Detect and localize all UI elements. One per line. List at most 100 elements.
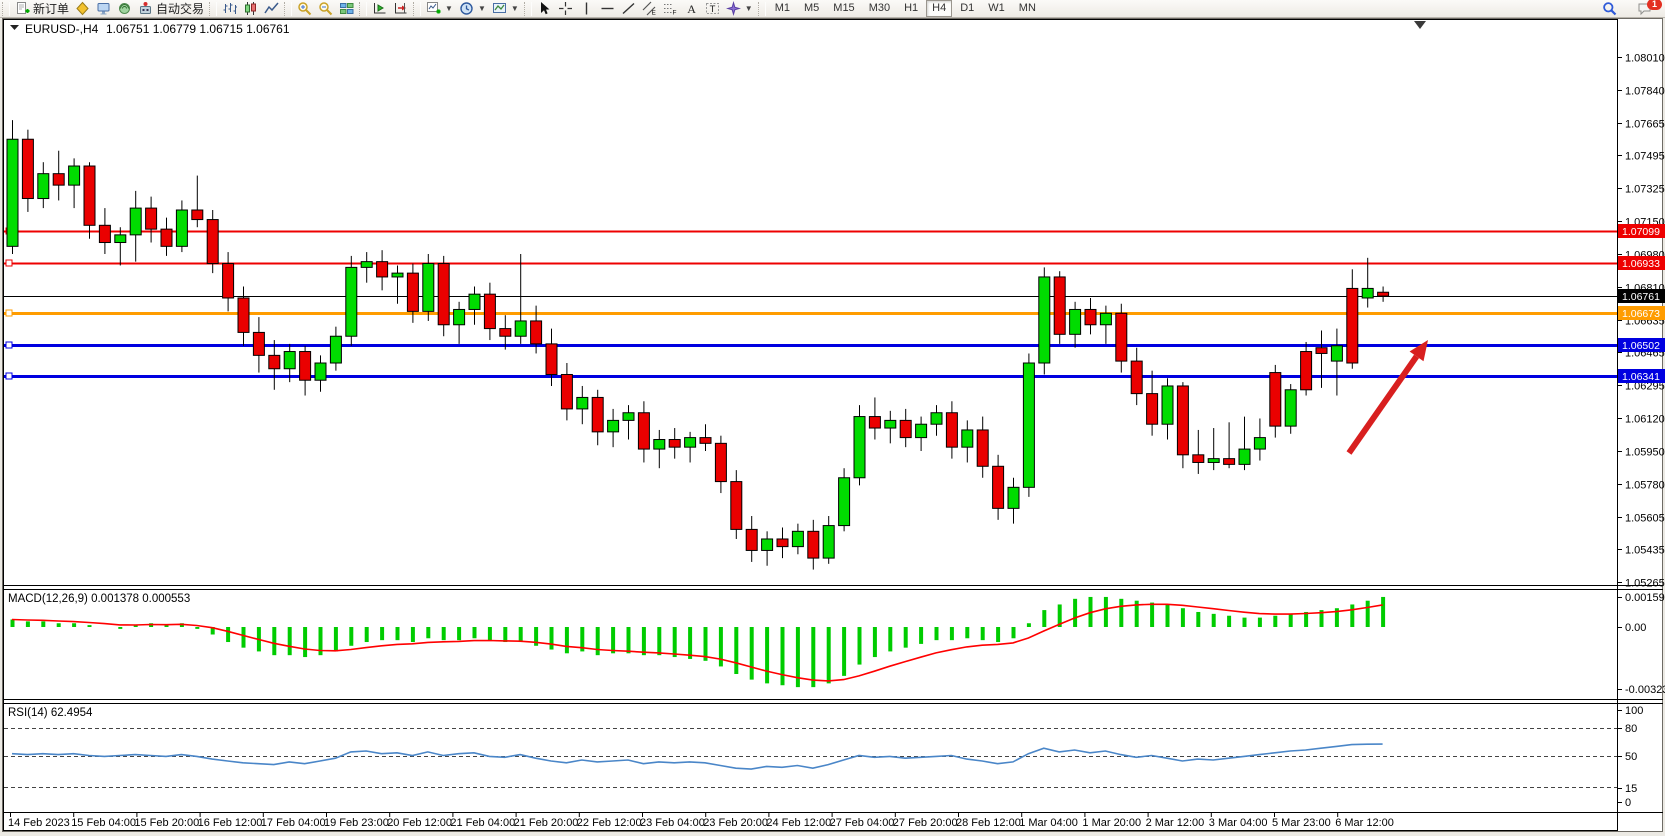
periods-icon: [460, 2, 473, 15]
toolbar-button-hline[interactable]: [597, 1, 618, 17]
toolbar-button-new-order[interactable]: 新订单: [12, 1, 72, 17]
time-tick-label: 17 Feb 04:00: [261, 817, 326, 829]
toolbar-button-auto-scroll[interactable]: [369, 1, 390, 17]
toolbar-button-notifications[interactable]: 1: [1634, 0, 1662, 17]
bull-candle: [884, 419, 897, 429]
timeframe-button-M15[interactable]: M15: [833, 2, 855, 14]
level-price-tag-label: 1.06502: [1622, 340, 1660, 352]
trend-arrow-annotation[interactable]: [1346, 340, 1428, 455]
chart-shift-marker-icon[interactable]: [1414, 21, 1426, 29]
toolbar-button-search[interactable]: [1599, 1, 1620, 17]
bear-candle: [376, 261, 389, 278]
toolbar-button-market-watch[interactable]: [93, 1, 114, 17]
templates-icon: [492, 3, 506, 13]
bull-candle: [1330, 345, 1343, 362]
price-tick-label: 1.06120: [1625, 414, 1665, 426]
toolbar-button-text[interactable]: A: [681, 1, 702, 17]
price-tick-label: 1.06295: [1625, 381, 1665, 393]
timeframe-button-M30[interactable]: M30: [868, 2, 891, 14]
timeframe-button-M1[interactable]: M1: [774, 2, 790, 14]
bear-candle: [976, 429, 989, 467]
toolbar-button-vline[interactable]: [576, 1, 597, 17]
bear-candle: [83, 165, 96, 226]
toolbar-button-crosshair[interactable]: [555, 1, 576, 17]
bear-candle: [52, 173, 65, 186]
quick-trade-toggle-icon[interactable]: [10, 25, 19, 30]
zoom-out-icon: [319, 2, 333, 16]
toolbar-button-line-chart[interactable]: [261, 1, 282, 17]
toolbar-button-templates[interactable]: ▼: [489, 1, 522, 17]
toolbar-button-chart-shift[interactable]: [390, 1, 411, 17]
bull-candle: [915, 423, 928, 439]
timeframe-button-D1[interactable]: D1: [960, 2, 975, 14]
bear-candle: [699, 437, 712, 444]
toolbar-button-autotrade[interactable]: 自动交易: [135, 1, 207, 17]
level-line-anchor[interactable]: [5, 259, 13, 267]
bull-candle: [329, 335, 342, 364]
dropdown-caret-icon: ▼: [744, 4, 753, 13]
toolbar-button-zoom-out[interactable]: [315, 1, 336, 17]
autotrade-label: 自动交易: [156, 2, 205, 16]
fibonacci-icon: F: [663, 4, 676, 16]
bull-candle: [129, 207, 142, 236]
toolbar-button-cursor[interactable]: [534, 1, 555, 17]
time-tick-label: 27 Feb 04:00: [830, 817, 895, 829]
toolbar-button-zoom-in[interactable]: [294, 1, 315, 17]
macd-signal-line: [11, 603, 1383, 682]
level-line-anchor[interactable]: [5, 309, 13, 317]
price-tick-label: 1.05605: [1625, 513, 1665, 525]
bear-candle: [299, 351, 312, 381]
bear-candle: [868, 416, 881, 429]
dropdown-caret-icon: ▼: [445, 4, 453, 13]
toolbar-button-candle-chart[interactable]: [240, 1, 261, 17]
toolbar-button-shapes[interactable]: ▼: [723, 1, 756, 17]
timeframe-button-H4[interactable]: H4: [926, 0, 953, 17]
bull-candle: [653, 439, 666, 450]
toolbar-button-depth[interactable]: [72, 1, 93, 17]
text-label-icon: T: [705, 3, 719, 15]
bear-candle: [1315, 347, 1328, 354]
bear-candle: [899, 419, 912, 439]
toolbar-button-signals[interactable]: [114, 1, 135, 17]
bull-candle: [576, 396, 589, 410]
bull-candle: [838, 477, 851, 527]
timeframe-button-M5[interactable]: M5: [804, 2, 820, 14]
bear-candle: [807, 530, 820, 559]
timeframe-button-MN[interactable]: MN: [1018, 2, 1036, 14]
toolbar-button-fibonacci[interactable]: F: [660, 1, 681, 17]
toolbar-button-periods[interactable]: ▼: [456, 1, 489, 17]
chart-title-ohlc: 1.06751 1.06779 1.06715 1.06761: [106, 22, 290, 36]
bear-candle: [637, 412, 650, 450]
toolbar-button-channel[interactable]: E: [639, 1, 660, 17]
bull-candle: [422, 263, 435, 312]
autotrade-icon: [140, 2, 152, 14]
bear-candle: [1053, 276, 1066, 335]
toolbar-group-separator: [209, 1, 218, 16]
bull-candle: [622, 412, 635, 421]
time-tick-label: 16 Feb 12:00: [198, 817, 263, 829]
bull-candle: [822, 525, 835, 559]
bull-candle: [1238, 448, 1251, 465]
level-line-anchor[interactable]: [5, 372, 13, 380]
toolbar-button-bar-chart[interactable]: [219, 1, 240, 17]
timeframe-button-W1[interactable]: W1: [988, 2, 1005, 14]
toolbar-button-tile-windows[interactable]: [336, 1, 357, 17]
level-price-tag-label: 1.07099: [1622, 226, 1660, 238]
level-price-tag: [1618, 224, 1665, 238]
channel-icon: E: [642, 1, 656, 17]
crosshair-icon: [558, 2, 572, 15]
toolbar-button-indicators[interactable]: ▼: [423, 1, 456, 17]
toolbar-button-text-label[interactable]: T: [702, 1, 723, 17]
timeframe-button-H1[interactable]: H1: [904, 2, 919, 14]
bull-candle: [175, 209, 188, 247]
bull-candle: [1022, 362, 1035, 488]
svg-text:E: E: [651, 10, 656, 17]
rsi-label: RSI(14) 62.4954: [8, 707, 93, 719]
time-tick-label: 3 Mar 04:00: [1209, 817, 1268, 829]
price-tick-label: 1.07325: [1625, 184, 1665, 196]
toolbar-button-trendline[interactable]: [618, 1, 639, 17]
level-line-anchor[interactable]: [5, 341, 13, 349]
bear-candle: [437, 263, 450, 326]
time-tick-label: 6 Mar 12:00: [1335, 817, 1394, 829]
